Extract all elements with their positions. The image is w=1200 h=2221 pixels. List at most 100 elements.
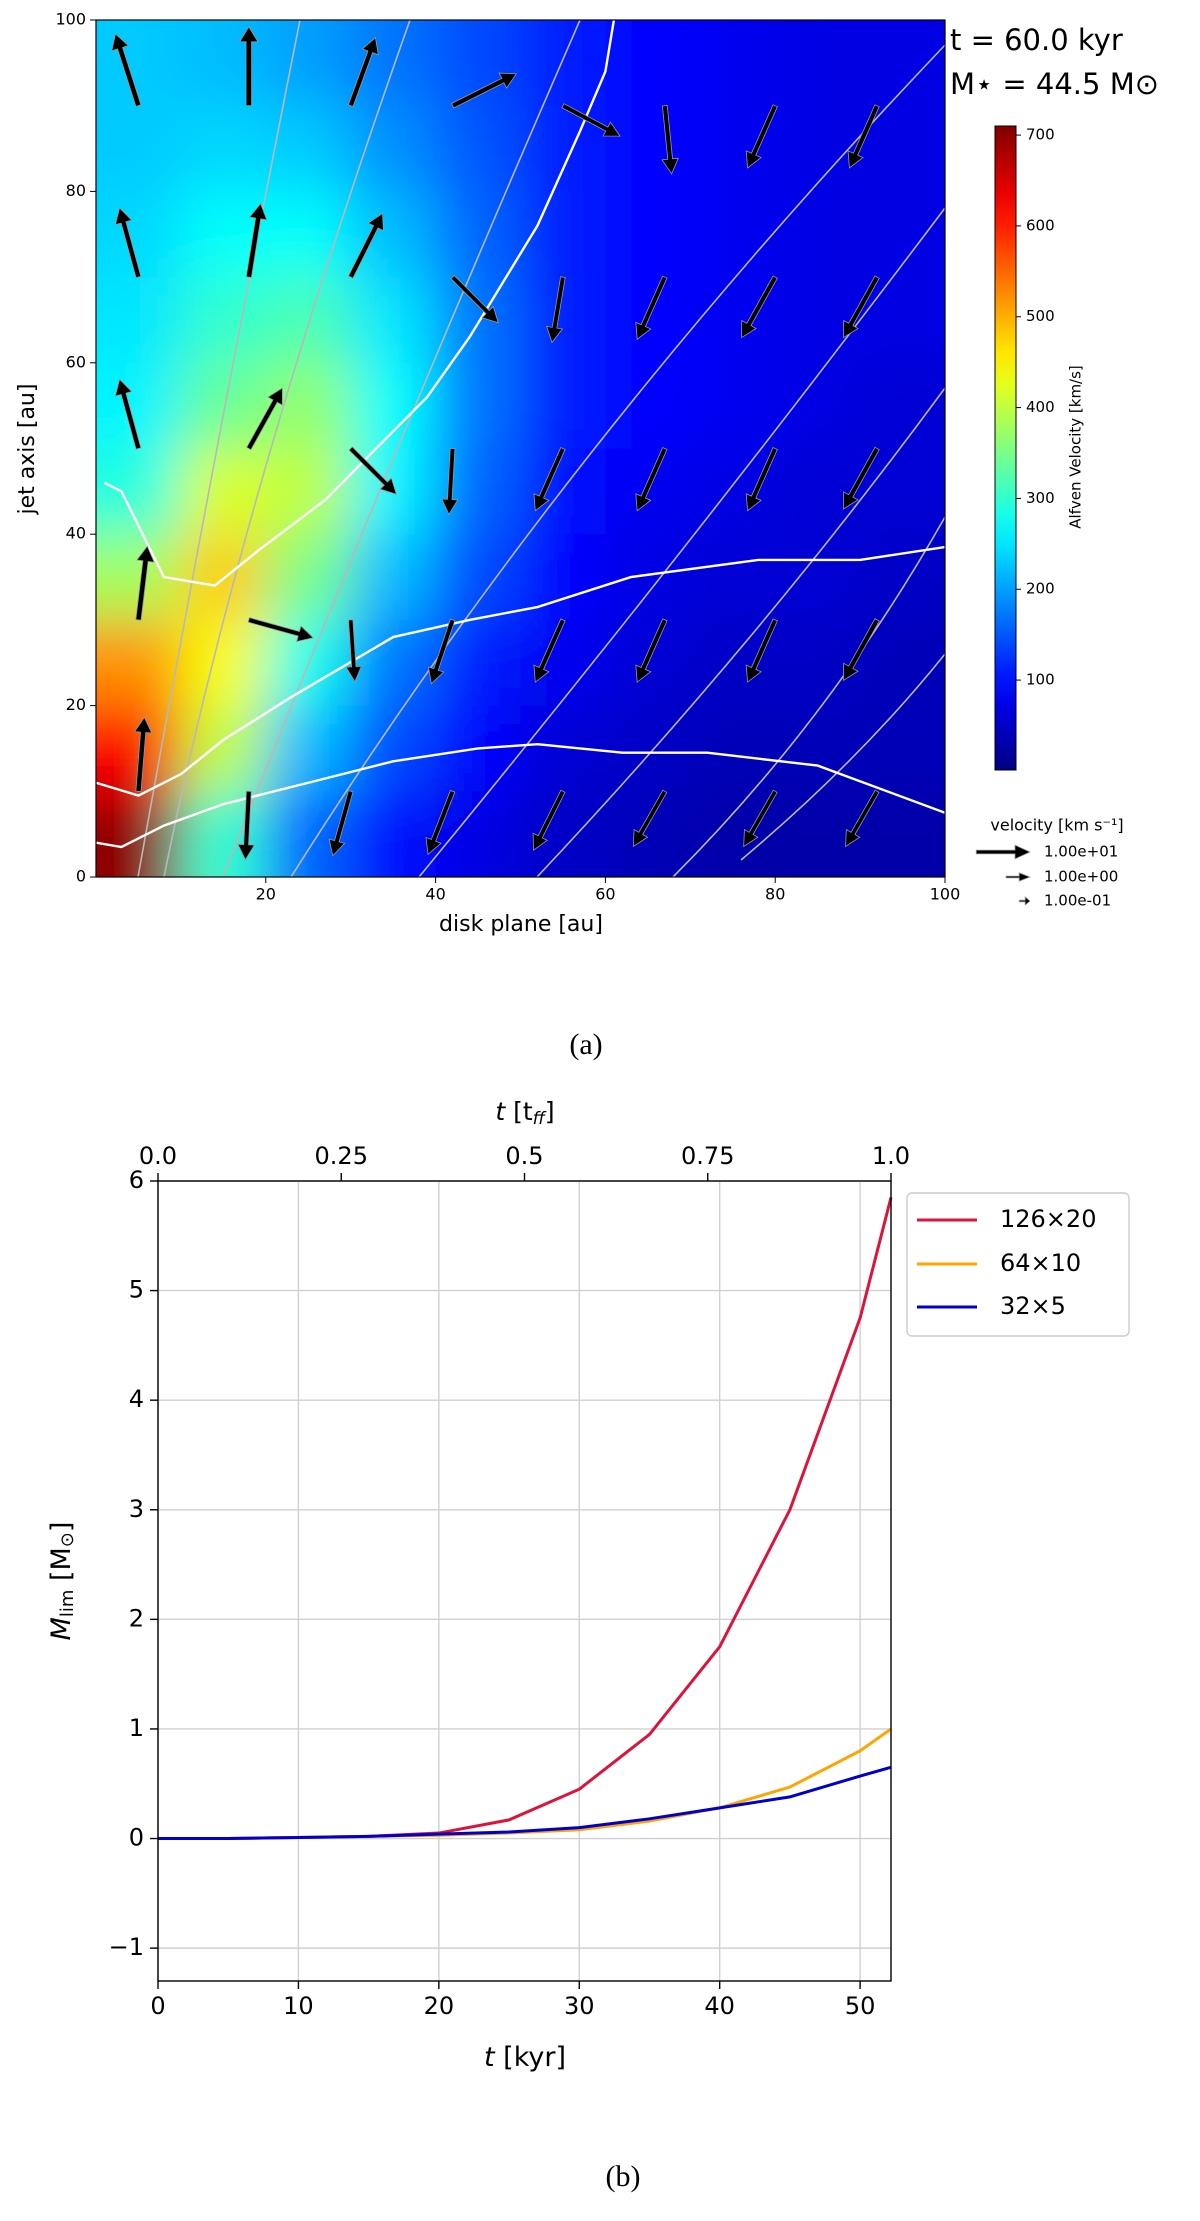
heat-cell — [96, 20, 182, 107]
heat-cell — [96, 534, 182, 621]
x-tick-label: 0 — [150, 1992, 165, 2020]
y-tick-label: 3 — [129, 1495, 144, 1523]
heat-cell — [180, 791, 267, 877]
y-tick-label: 80 — [66, 181, 86, 200]
heat-cell — [96, 791, 182, 877]
axes-b: 0 10 20 30 40 50 −1 0 1 2 3 4 5 60.0 0.25 0.5 0.75 1.0 — [109, 1142, 910, 2020]
velocity-arrow — [635, 447, 668, 512]
velocity-arrow — [450, 274, 499, 324]
heat-cell — [96, 619, 182, 707]
velocity-arrow — [347, 36, 379, 108]
heat-cell — [350, 191, 437, 278]
field-lines — [137, 20, 945, 877]
heat-cell — [605, 791, 691, 877]
heat-cell — [265, 105, 352, 192]
label-part: ⊙ — [57, 1532, 78, 1547]
heat-cell — [180, 362, 267, 449]
heat-cell — [265, 448, 352, 535]
velocity-arrow — [239, 26, 259, 107]
y-tick-label: 40 — [66, 524, 86, 543]
velocity-arrow — [533, 618, 566, 683]
heat-cell — [775, 791, 861, 877]
heat-cell — [520, 191, 606, 278]
vectors — [111, 26, 880, 861]
colorbar-tick-label: 300 — [1026, 489, 1055, 507]
heat-cell — [690, 534, 776, 621]
heat-cell — [690, 705, 776, 792]
velocity-arrow — [843, 446, 880, 510]
x-tick-label: 50 — [845, 1992, 876, 2020]
velocity-arrow — [425, 789, 456, 856]
colorbar-tick-label: 500 — [1026, 307, 1055, 325]
velocity-arrow — [847, 104, 880, 169]
series-line — [158, 1765, 892, 1841]
velocity-arrow — [245, 202, 268, 278]
velocity-arrow — [247, 617, 315, 643]
heat-cell — [775, 448, 861, 535]
y-tick-label: 6 — [129, 1166, 144, 1194]
colorbar-tick-label: 100 — [1026, 671, 1055, 689]
heat-cell — [605, 105, 691, 192]
x-tick-label: 40 — [425, 885, 445, 904]
heat-cell — [690, 20, 776, 107]
velocity-arrow — [845, 789, 880, 848]
axes-frame — [95, 19, 946, 878]
y-tick-label: 100 — [55, 10, 86, 29]
heat-cell — [775, 362, 861, 449]
heat-cell — [350, 20, 437, 107]
heat-cell — [690, 277, 776, 364]
field-line — [222, 20, 581, 877]
heat-cell — [265, 534, 352, 621]
quiver-key-arrow — [1018, 896, 1031, 906]
heat-cell — [350, 534, 437, 621]
velocity-arrow — [745, 618, 778, 683]
velocity-arrow — [246, 387, 283, 451]
velocity-arrow — [745, 104, 778, 169]
heat-cell — [605, 191, 691, 278]
heat-cell — [860, 705, 945, 792]
y-tick-label: 0 — [76, 867, 86, 886]
heat-cell — [435, 105, 521, 192]
contour-line — [103, 20, 616, 587]
label-part: [kyr] — [495, 2042, 566, 2073]
velocity-arrow — [635, 618, 668, 683]
y-tick-label: 0 — [129, 1824, 144, 1852]
label-part: [M — [46, 1547, 77, 1589]
x2-tick-label: 0.25 — [315, 1142, 368, 1170]
velocity-arrow — [843, 275, 880, 339]
label-part: lim — [57, 1590, 78, 1618]
heat-cell — [605, 20, 691, 107]
heat-cell — [180, 705, 267, 792]
heat-cell — [96, 277, 182, 364]
heat-cell — [180, 20, 267, 107]
legend-label: 64×10 — [1000, 1249, 1081, 1277]
heat-cell — [350, 105, 437, 192]
heat-cell — [860, 20, 945, 107]
velocity-arrow — [114, 378, 142, 450]
heat-cell — [605, 362, 691, 449]
x-axis-label: disk plane [au] — [439, 912, 603, 937]
x-tick-label: 80 — [765, 885, 785, 904]
label-part: ff — [533, 1109, 547, 1129]
heat-cell — [860, 534, 945, 621]
x-tick-label: 30 — [564, 1992, 595, 2020]
heat-cell — [96, 448, 182, 535]
quiver-key-label: 1.00e+00 — [1044, 868, 1118, 886]
y-tick-label: 4 — [129, 1385, 144, 1413]
heat-cell — [180, 277, 267, 364]
heat-cell — [96, 705, 182, 792]
heat-cell — [435, 191, 521, 278]
colorbar-tick-label: 700 — [1026, 126, 1055, 144]
x-axis-label: t [kyr] — [484, 2042, 566, 2073]
axes-frame — [157, 1180, 892, 1982]
heat-cell — [350, 362, 437, 449]
caption: (b) — [606, 2160, 641, 2193]
y-axis-label: Mlim [M⊙] — [46, 1522, 79, 1641]
annotation: M⋆ = 44.5 M⊙ — [950, 67, 1159, 101]
colorbar-tick-label: 400 — [1026, 398, 1055, 416]
quiver-key-arrow — [1005, 872, 1032, 882]
heat-cell — [860, 191, 945, 278]
colorbar-label: Alfven Velocity [km/s] — [1067, 365, 1085, 529]
series-line — [158, 1197, 893, 1841]
quiver-key-label: 1.00e+01 — [1044, 843, 1118, 861]
